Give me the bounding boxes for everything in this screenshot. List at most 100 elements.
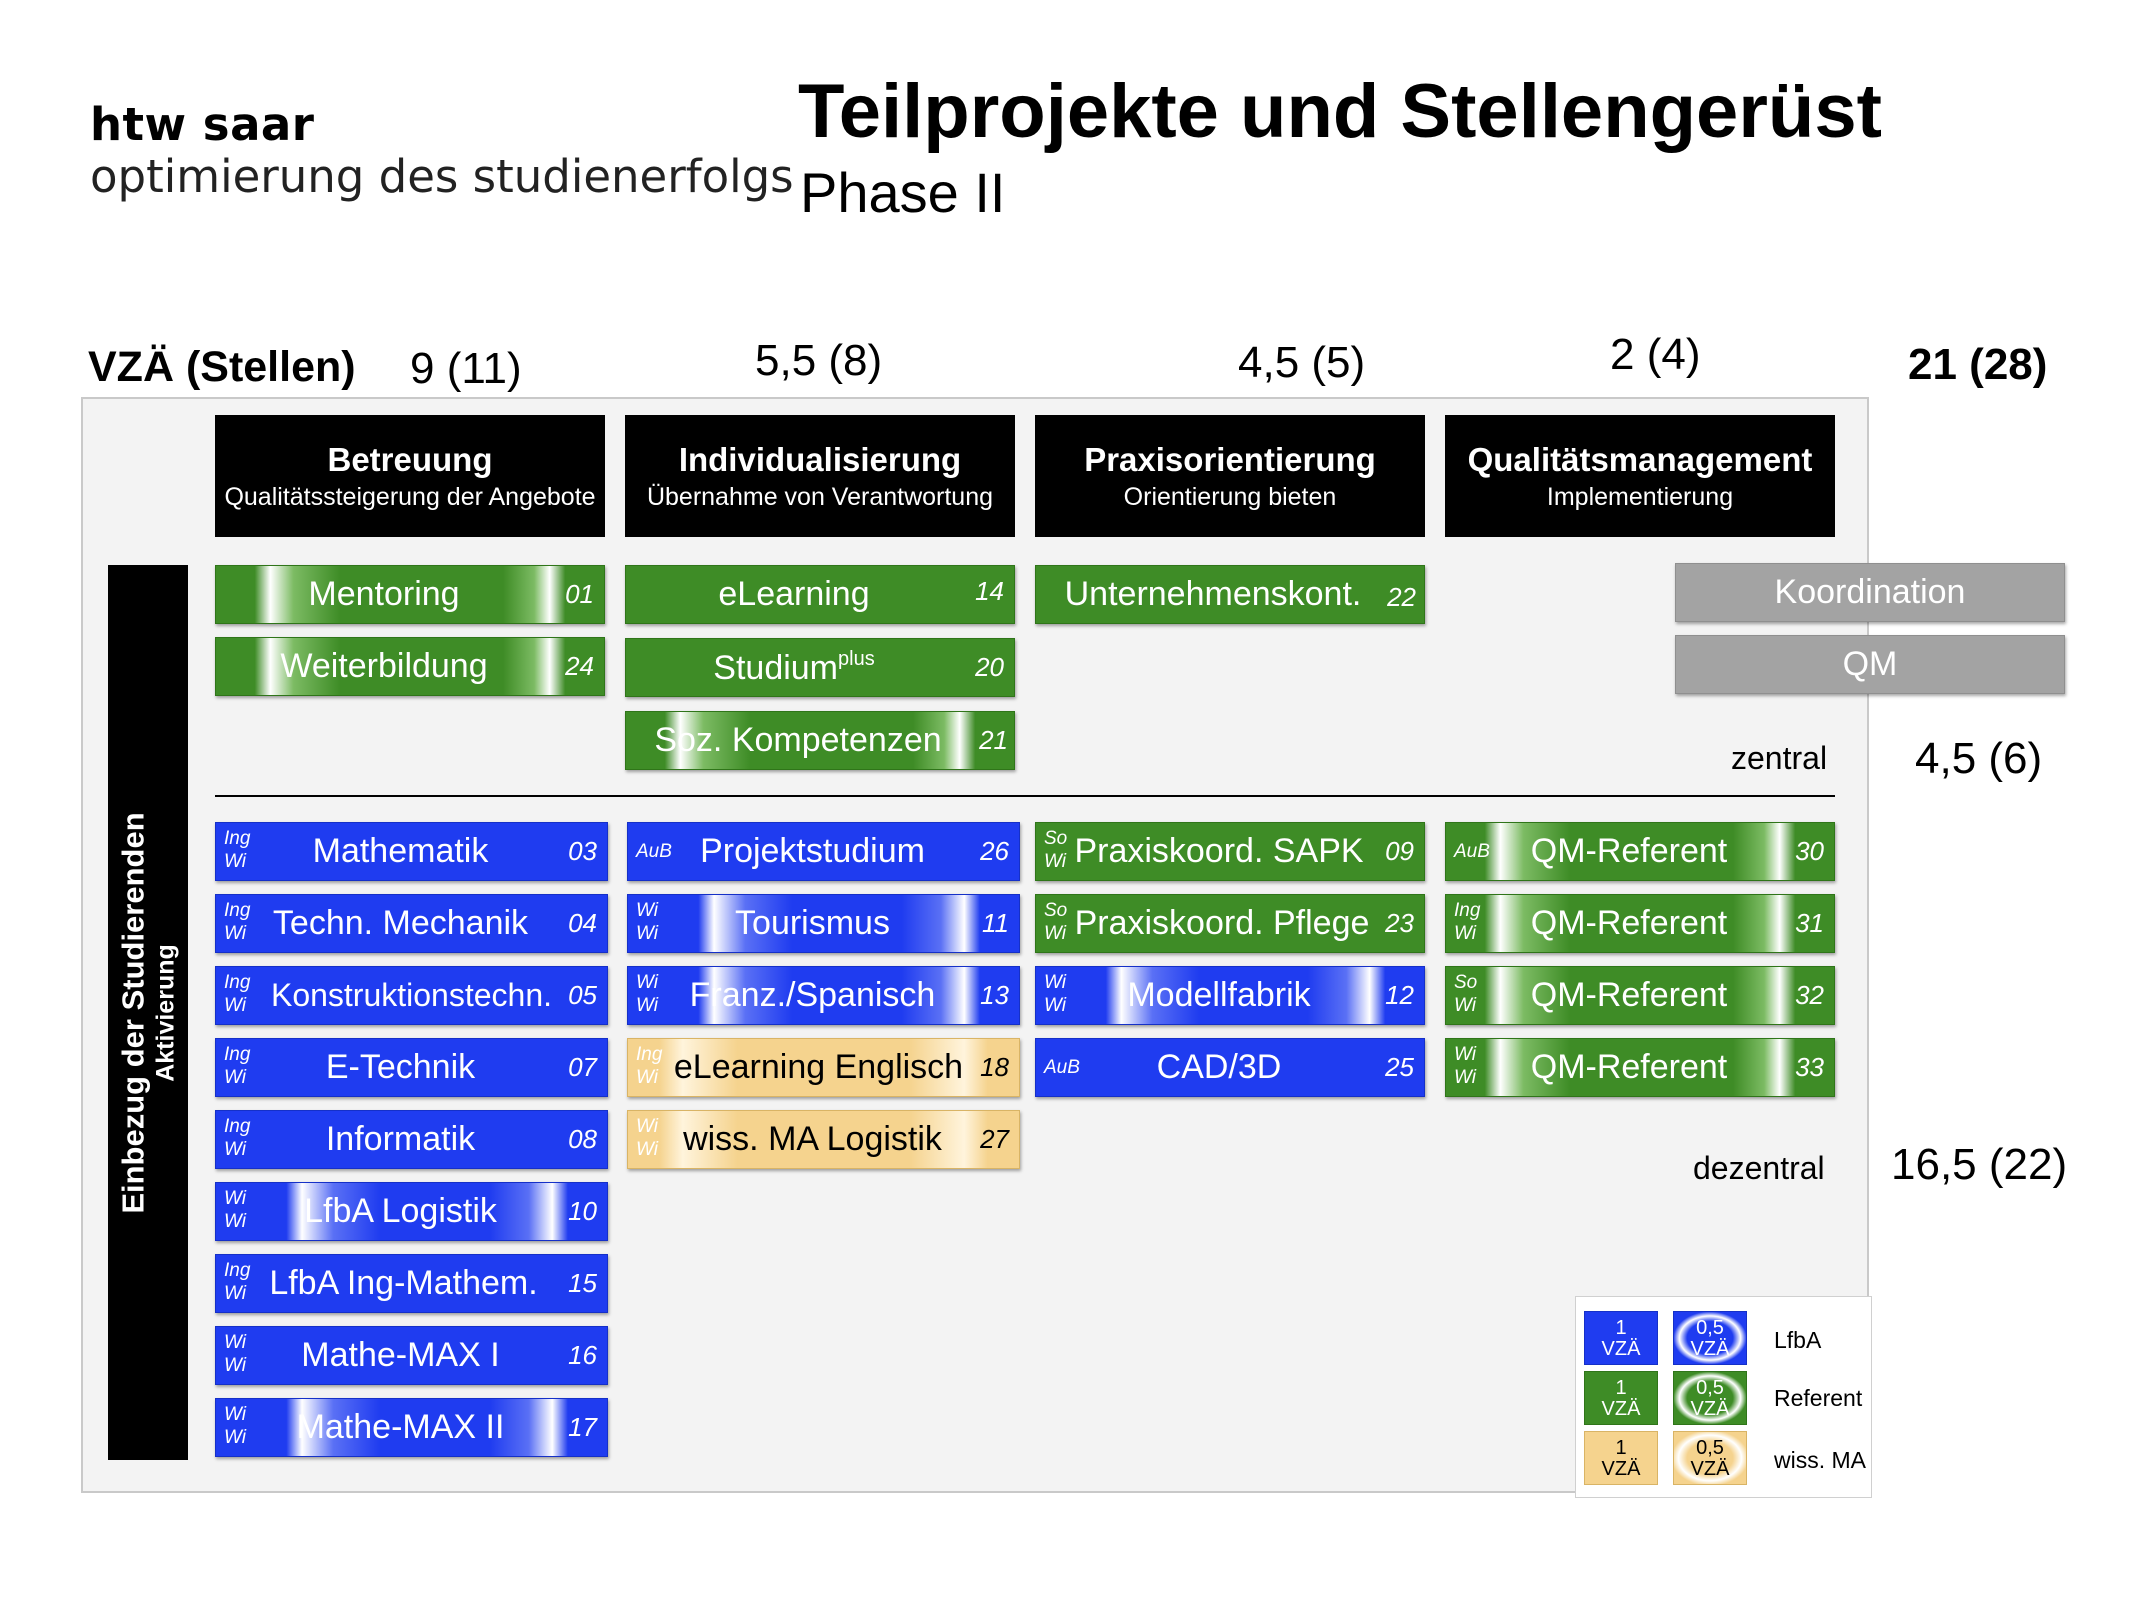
total-betreuung: 9 (11) (410, 344, 522, 393)
project-code: 14 (975, 576, 1004, 606)
header-sub: Qualitätssteigerung der Angebote (224, 483, 596, 511)
page-subtitle: Phase II (800, 161, 1006, 224)
project-code: 21 (979, 725, 1008, 755)
project-label: QM-Referent (1530, 832, 1728, 870)
project-code: 18 (980, 1052, 1009, 1082)
project-label: Unternehmenskont. (1064, 575, 1362, 613)
project-label: Praxiskoord. Pflege (1074, 904, 1370, 942)
project-box: Ing Wi E-Technik 07 (215, 1038, 608, 1097)
project-code: 07 (568, 1052, 597, 1082)
project-code: 10 (568, 1196, 597, 1226)
project-box: Unternehmenskont. 22 (1035, 565, 1425, 624)
project-code: 04 (568, 908, 597, 938)
header-praxisorientierung: Praxisorientierung Orientierung bieten (1035, 415, 1425, 537)
project-code: 32 (1795, 980, 1824, 1010)
total-qualitaetsmanagement: 2 (4) (1610, 330, 1701, 379)
total-individualisierung: 5,5 (8) (755, 336, 883, 385)
project-label: CAD/3D (1156, 1048, 1282, 1086)
project-tag: Ing Wi (224, 1116, 251, 1160)
header-qualitaetsmanagement: Qualitätsmanagement Implementierung (1445, 415, 1835, 537)
project-label: Mentoring (308, 575, 460, 613)
project-box: So Wi Praxiskoord. SAPK 09 (1035, 822, 1425, 881)
header-title: Qualitätsmanagement (1467, 441, 1813, 478)
project-code: 05 (568, 980, 597, 1010)
project-tag: Wi Wi (1044, 972, 1066, 1016)
total-praxisorientierung: 4,5 (5) (1238, 338, 1366, 387)
project-box: Studiumplus 20 (625, 638, 1015, 697)
header-sub: Implementierung (1546, 483, 1734, 511)
project-box: Soz. Kompetenzen 21 (625, 711, 1015, 770)
project-box: Wi Wi Modellfabrik 12 (1035, 966, 1425, 1025)
project-tag: Ing Wi (224, 972, 251, 1016)
project-tag: So Wi (1044, 900, 1068, 944)
project-label: QM-Referent (1530, 904, 1728, 942)
side-label-bar: Einbezug der Studierenden Aktivierung (108, 565, 188, 1460)
project-label: Techn. Mechanik (272, 904, 529, 942)
legend-label: wiss. MA (1774, 1447, 1866, 1473)
project-box: Wi Wi wiss. MA Logistik 27 (627, 1110, 1020, 1169)
project-label: Konstruktionstechn. (270, 977, 553, 1013)
project-code: 11 (982, 908, 1009, 938)
project-tag: Wi Wi (224, 1404, 246, 1448)
qm-box: QM (1675, 635, 2065, 694)
project-tag: Wi Wi (1454, 1044, 1476, 1088)
project-label: Mathematik (312, 832, 489, 870)
project-tag: Ing Wi (224, 1260, 251, 1304)
project-box: Ing Wi Techn. Mechanik 04 (215, 894, 608, 953)
qm-label: QM (1842, 645, 1898, 683)
project-tag: Ing Wi (224, 1044, 251, 1088)
project-label-sup: plus (838, 647, 875, 670)
project-label-main: Studium (713, 648, 839, 687)
project-box: So Wi QM-Referent 32 (1445, 966, 1835, 1025)
project-code: 30 (1795, 836, 1824, 866)
project-code: 24 (565, 651, 594, 681)
project-box: Wi Wi Mathe-MAX II 17 (215, 1398, 608, 1457)
project-code: 33 (1795, 1052, 1824, 1082)
project-label: wiss. MA Logistik (683, 1120, 942, 1158)
page-title: Teilprojekte und Stellengerüst (798, 69, 1882, 154)
project-label: Franz./Spanisch (689, 976, 936, 1014)
project-tag: Ing Wi (224, 828, 251, 872)
project-label: Mathe-MAX II (296, 1408, 505, 1446)
project-label: Weiterbildung (280, 647, 488, 685)
legend-swatch-full-yellow: 1 VZÄ (1584, 1431, 1658, 1485)
legend-swatch-full-blue: 1 VZÄ (1584, 1311, 1658, 1365)
project-code: 12 (1385, 980, 1414, 1010)
project-code: 15 (568, 1268, 597, 1298)
project-box: So Wi Praxiskoord. Pflege 23 (1035, 894, 1425, 953)
project-code: 01 (565, 579, 594, 609)
project-tag: Wi Wi (636, 972, 658, 1016)
header-sub: Übernahme von Verantwortung (646, 483, 994, 511)
project-label: Soz. Kompetenzen (654, 721, 942, 759)
legend-swatch-half-green: 0,5 VZÄ (1673, 1371, 1747, 1425)
project-label: Mathe-MAX I (301, 1336, 500, 1374)
header-title: Betreuung (327, 441, 493, 478)
project-code: 20 (975, 652, 1004, 682)
project-box: Ing Wi Mathematik 03 (215, 822, 608, 881)
project-box: Mentoring 01 (215, 565, 605, 624)
project-box: Wi Wi Franz./Spanisch 13 (627, 966, 1020, 1025)
project-box: Ing Wi QM-Referent 31 (1445, 894, 1835, 953)
coordination-label: Koordination (1774, 573, 1966, 611)
project-tag: Wi Wi (636, 900, 658, 944)
project-tag: Ing Wi (1454, 900, 1481, 944)
project-box: Weiterbildung 24 (215, 637, 605, 696)
project-box: Ing Wi Konstruktionstechn. 05 (215, 966, 608, 1025)
project-code: 16 (568, 1340, 597, 1370)
project-box: Wi Wi LfbA Logistik 10 (215, 1182, 608, 1241)
project-box: AuB Projektstudium 26 (627, 822, 1020, 881)
project-code: 08 (568, 1124, 597, 1154)
project-label: QM-Referent (1530, 976, 1728, 1014)
project-box: Wi Wi Tourismus 11 (627, 894, 1020, 953)
project-label: LfbA Ing-Mathem. (269, 1264, 538, 1302)
project-code: 31 (1795, 908, 1824, 938)
project-label: eLearning (718, 575, 870, 613)
project-box: Wi Wi Mathe-MAX I 16 (215, 1326, 608, 1385)
project-box: Ing Wi eLearning Englisch 18 (627, 1038, 1020, 1097)
dezentral-label: dezentral (1693, 1150, 1825, 1186)
dezentral-total: 16,5 (22) (1891, 1140, 2068, 1189)
project-code: 09 (1385, 836, 1414, 866)
coordination-box: Koordination (1675, 563, 2065, 622)
project-label: LfbA Logistik (304, 1192, 497, 1230)
